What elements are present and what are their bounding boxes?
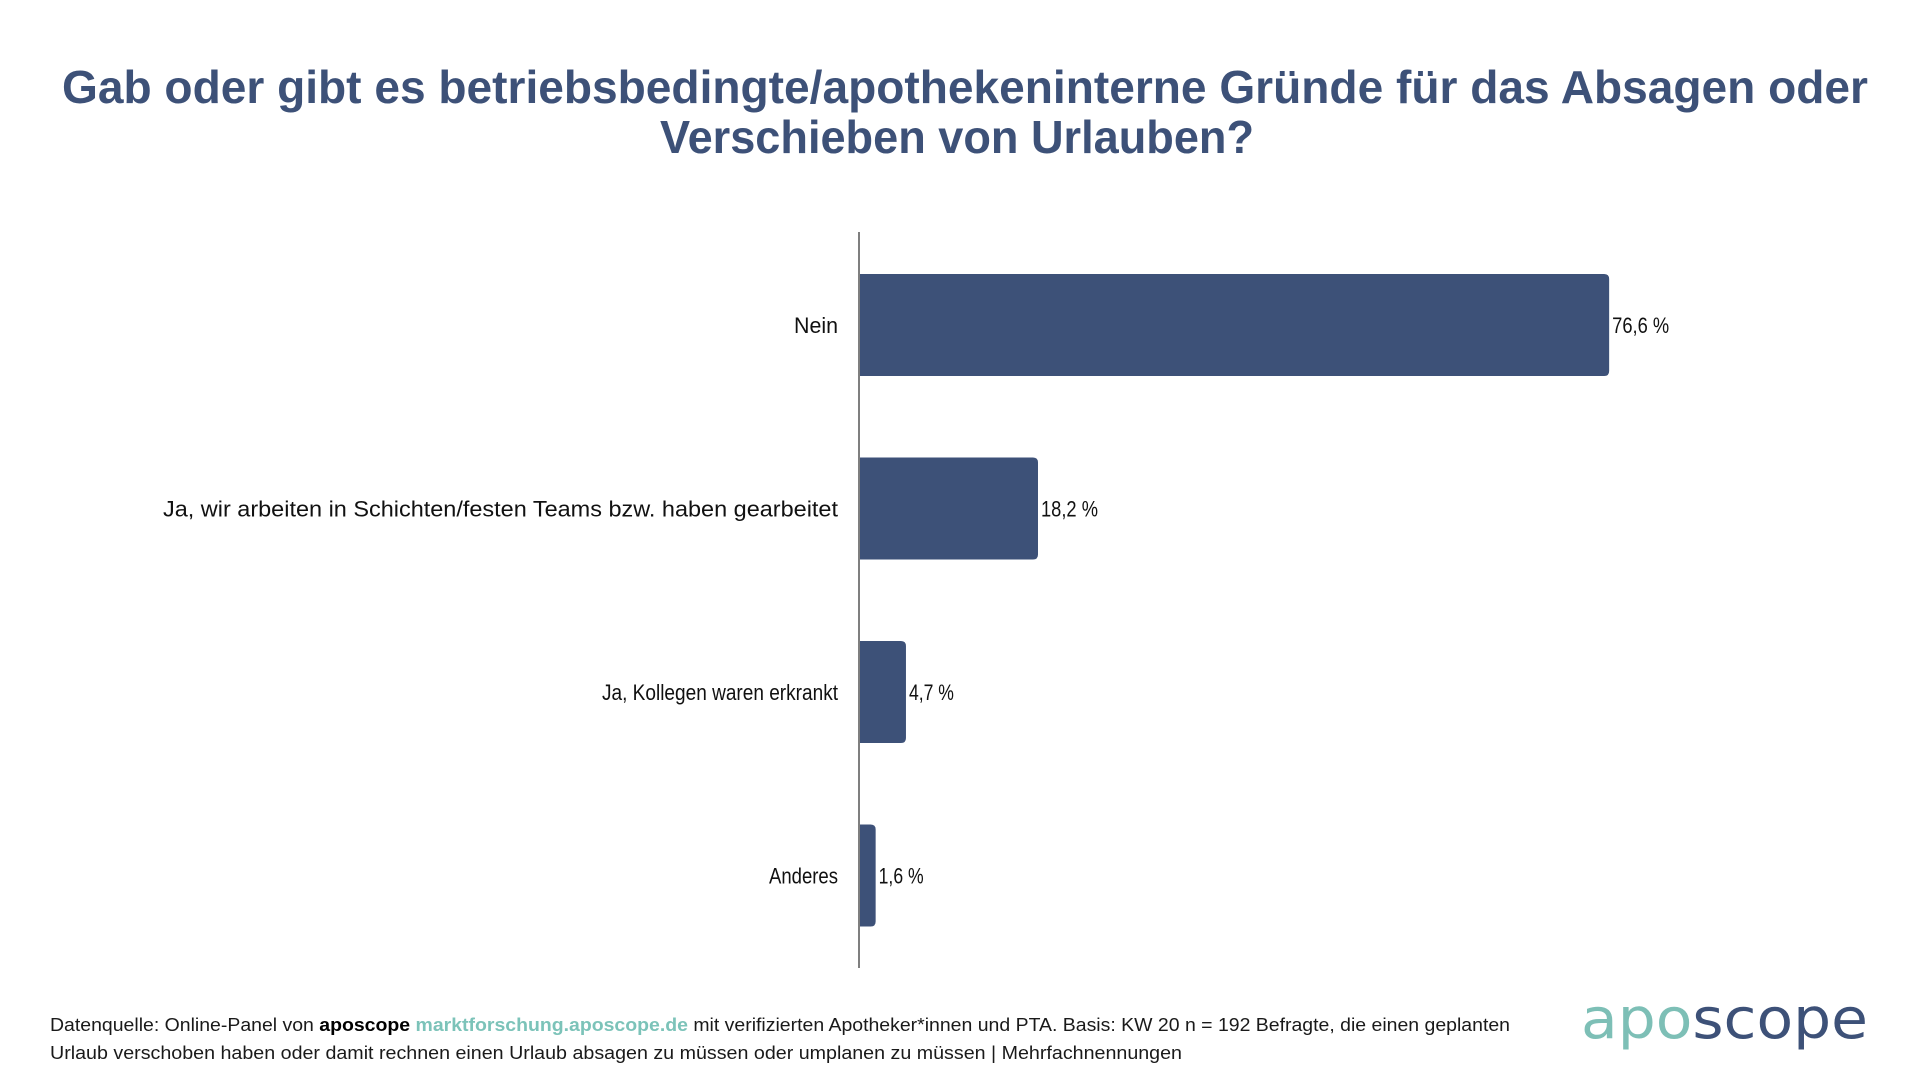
category-label: Nein bbox=[794, 313, 838, 338]
bar-1 bbox=[860, 274, 1610, 376]
category-label: Ja, wir arbeiten in Schichten/festen Tea… bbox=[163, 497, 838, 522]
footer-line-2: Urlaub verschoben haben oder damit rechn… bbox=[50, 1043, 1182, 1063]
footer-prefix: Datenquelle: Online-Panel von bbox=[50, 1015, 319, 1035]
plot-area: Nein Ja, wir arbeiten in Schichten/festen… bbox=[163, 232, 1669, 968]
footer-line-1: Datenquelle: Online-Panel von aposcope m… bbox=[50, 1015, 1510, 1035]
category-labels: Nein Ja, wir arbeiten in Schichten/festen… bbox=[163, 313, 838, 889]
chart-title: Gab oder gibt es betriebsbedingte/apothe… bbox=[62, 61, 1868, 163]
logo-scope: scope bbox=[1692, 987, 1868, 1052]
footer-source-note: Datenquelle: Online-Panel von aposcope m… bbox=[50, 1015, 1510, 1063]
bars-group bbox=[860, 274, 1610, 927]
bar-2 bbox=[860, 457, 1038, 560]
chart-title-line-1: Gab oder gibt es betriebsbedingte/apothe… bbox=[62, 61, 1868, 113]
value-label: 18,2 % bbox=[1041, 497, 1098, 522]
aposcope-logo: apo scope bbox=[1581, 987, 1868, 1052]
logo-apo: apo bbox=[1581, 987, 1692, 1052]
bar-3 bbox=[860, 641, 906, 743]
footer-link[interactable]: marktforschung.aposcope.de bbox=[416, 1015, 688, 1035]
footer-brand: aposcope bbox=[319, 1015, 410, 1035]
footer-suffix: mit verifizierten Apotheker*innen und PT… bbox=[688, 1015, 1510, 1035]
value-label: 76,6 % bbox=[1612, 313, 1669, 338]
chart-title-line-2: Verschieben von Urlauben? bbox=[660, 111, 1254, 163]
category-label: Ja, Kollegen waren erkrankt bbox=[602, 680, 838, 705]
category-label: Anderes bbox=[769, 864, 838, 889]
logo-wordmark: apo scope bbox=[1581, 987, 1868, 1052]
value-labels: 76,6 % 18,2 % 4,7 % 1,6 % bbox=[879, 313, 1669, 889]
value-label: 1,6 % bbox=[879, 864, 924, 889]
bar-4 bbox=[860, 824, 876, 927]
value-label: 4,7 % bbox=[909, 680, 954, 705]
